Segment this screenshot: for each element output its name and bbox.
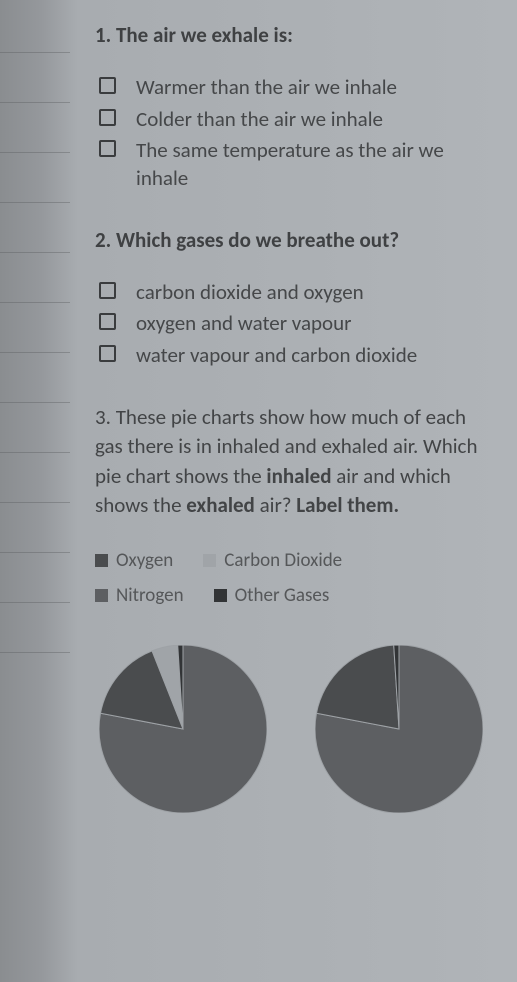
q3-bold-inhaled: inhaled — [266, 463, 331, 489]
legend-label: Carbon Dioxide — [224, 549, 342, 572]
checkbox-icon[interactable] — [99, 109, 116, 126]
q1-option-text: The same temperature as the air we inhal… — [136, 136, 495, 193]
worksheet-content: 1. The air we exhale is: Warmer than the… — [95, 22, 495, 813]
q2-option-row: oxygen and water vapour — [99, 309, 495, 337]
swatch-icon — [95, 554, 108, 567]
legend-label: Nitrogen — [116, 584, 184, 607]
q2-option-text: carbon dioxide and oxygen — [136, 278, 364, 306]
checkbox-icon[interactable] — [99, 77, 116, 94]
q2-option-text: oxygen and water vapour — [136, 309, 351, 337]
swatch-icon — [203, 554, 216, 567]
q3-bold-exhaled: exhaled — [186, 492, 255, 518]
q2-option-row: carbon dioxide and oxygen — [99, 278, 495, 306]
pie-chart-right — [315, 645, 483, 813]
q2-option-row: water vapour and carbon dioxide — [99, 341, 495, 369]
q2-heading: 2. Which gases do we breathe out? — [95, 227, 495, 254]
q1-option-row: Colder than the air we inhale — [99, 105, 495, 133]
legend-row: Nitrogen Other Gases — [95, 584, 495, 607]
q2-option-text: water vapour and carbon dioxide — [136, 341, 417, 369]
legend-label: Other Gases — [235, 584, 330, 607]
q3-paragraph: 3. These pie charts show how much of eac… — [95, 403, 495, 521]
q1-options: Warmer than the air we inhale Colder tha… — [99, 73, 495, 192]
q1-option-text: Colder than the air we inhale — [136, 105, 383, 133]
q1-heading: 1. The air we exhale is: — [95, 22, 495, 49]
pie-charts-row — [99, 645, 495, 813]
notebook-rule-margin — [0, 0, 75, 982]
legend-label: Oxygen — [116, 549, 173, 572]
q2-options: carbon dioxide and oxygen oxygen and wat… — [99, 278, 495, 369]
legend-item-nitrogen: Nitrogen — [95, 584, 184, 607]
checkbox-icon[interactable] — [99, 345, 116, 362]
q1-option-row: The same temperature as the air we inhal… — [99, 136, 495, 193]
chart-legend: Oxygen Carbon Dioxide Nitrogen Other Gas… — [95, 549, 495, 607]
q3-text: air? — [255, 492, 296, 518]
legend-item-oxygen: Oxygen — [95, 549, 173, 572]
swatch-icon — [95, 589, 108, 602]
checkbox-icon[interactable] — [99, 313, 116, 330]
q1-option-row: Warmer than the air we inhale — [99, 73, 495, 101]
legend-item-other: Other Gases — [214, 584, 330, 607]
checkbox-icon[interactable] — [99, 140, 116, 157]
legend-row: Oxygen Carbon Dioxide — [95, 549, 495, 572]
q1-option-text: Warmer than the air we inhale — [136, 73, 397, 101]
q3-bold-label: Label them. — [296, 492, 399, 518]
swatch-icon — [214, 589, 227, 602]
legend-item-co2: Carbon Dioxide — [203, 549, 342, 572]
checkbox-icon[interactable] — [99, 282, 116, 299]
pie-chart-left — [99, 645, 267, 813]
